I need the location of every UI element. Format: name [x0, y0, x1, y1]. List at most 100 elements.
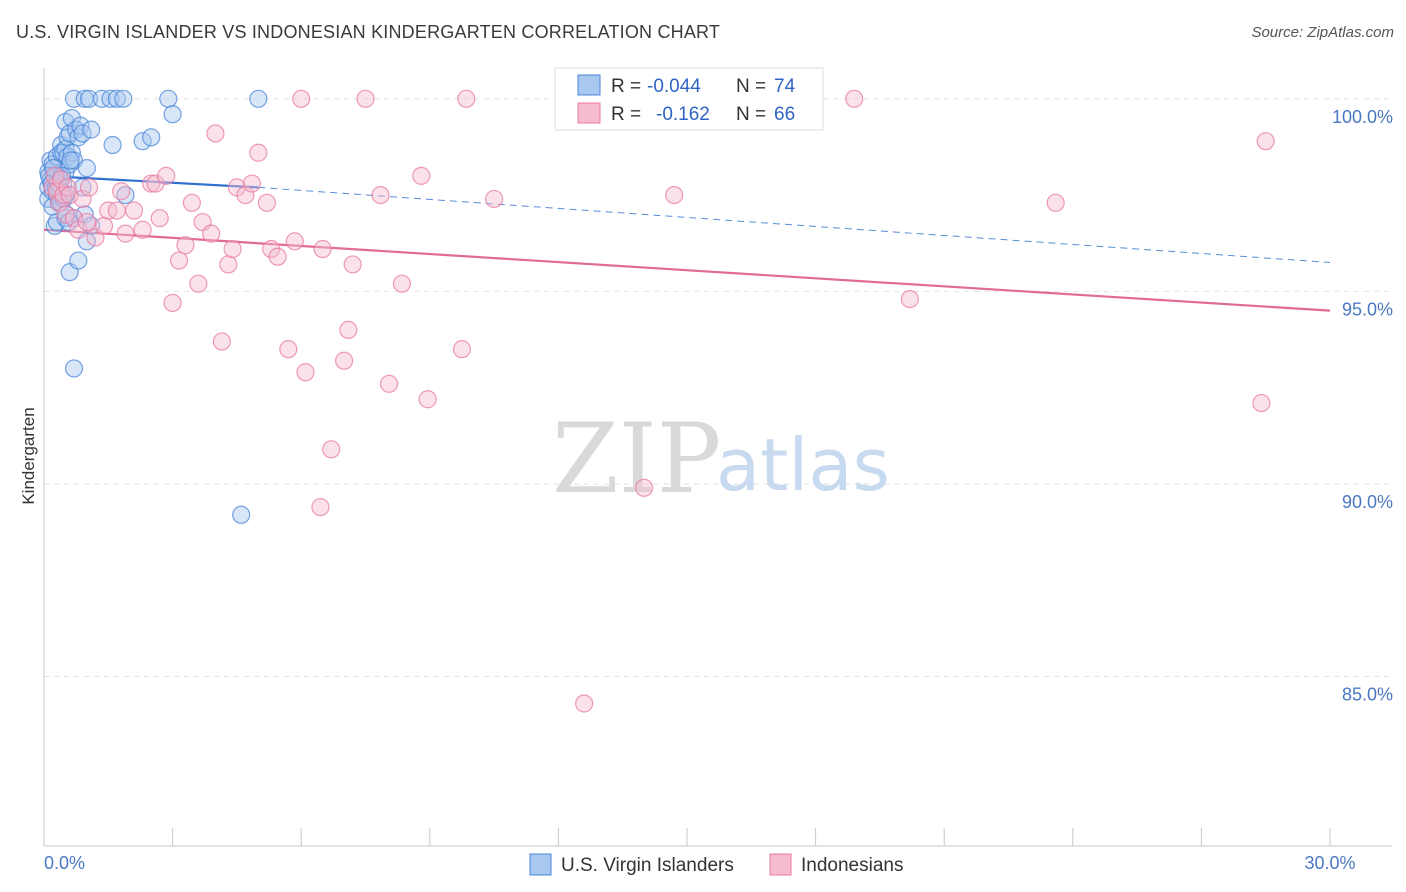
point-indonesian [169, 251, 189, 270]
point-virgin-islander [64, 89, 84, 108]
point-virgin-islander [82, 120, 101, 139]
watermark: ZIP atlas [552, 403, 890, 515]
point-indonesian [339, 320, 358, 340]
stats-r-label-blue: R = [611, 76, 641, 97]
point-virgin-islander [73, 124, 92, 143]
chart-title: U.S. VIRGIN ISLANDER VS INDONESIAN KINDE… [16, 22, 721, 42]
point-indonesian [206, 124, 225, 143]
point-indonesian [1046, 193, 1065, 212]
point-virgin-islander [232, 505, 251, 524]
point-indonesian [412, 166, 431, 185]
point-virgin-islander [159, 89, 178, 108]
point-virgin-islander [142, 128, 161, 147]
stats-n-label-pink: N = [736, 104, 766, 125]
point-indonesian [77, 212, 96, 232]
point-indonesian [356, 89, 375, 108]
point-indonesian [343, 255, 362, 274]
point-indonesian [845, 89, 864, 108]
point-indonesian [322, 440, 341, 459]
point-indonesian [665, 185, 684, 205]
stats-n-value-blue: 74 [774, 76, 796, 97]
point-indonesian [219, 255, 238, 274]
point-indonesian [116, 224, 135, 243]
point-indonesian [379, 374, 399, 393]
legend-swatch-pink[interactable] [769, 853, 792, 876]
point-indonesian [900, 289, 920, 309]
point-virgin-islander [107, 89, 126, 108]
stats-swatch-blue [577, 74, 601, 96]
point-indonesian [392, 274, 412, 293]
legend-swatch-blue[interactable] [529, 853, 552, 876]
trend-lines [43, 174, 1331, 312]
point-indonesian [313, 239, 332, 259]
y-axis-label: Kindergarten [19, 407, 38, 504]
point-indonesian [202, 224, 221, 243]
x-tick-label: 30.0% [1304, 853, 1355, 873]
chart-source: Source: ZipAtlas.com [1251, 24, 1394, 41]
point-indonesian [249, 143, 268, 162]
point-virgin-islander [114, 89, 133, 108]
point-indonesian [79, 178, 99, 197]
point-indonesian [56, 205, 75, 224]
watermark-atlas: atlas [716, 423, 890, 507]
point-indonesian [575, 694, 594, 713]
point-virgin-islander [103, 135, 122, 155]
stats-n-value-pink: 66 [774, 104, 795, 125]
point-indonesian [485, 189, 504, 209]
point-indonesian [296, 363, 315, 382]
point-indonesian [150, 209, 169, 228]
stats-r-value-blue: -0.044 [647, 76, 701, 97]
grid-layer [44, 98, 1392, 678]
data-points [39, 89, 1275, 713]
point-indonesian [1256, 132, 1275, 151]
point-indonesian [242, 174, 262, 193]
point-virgin-islander [69, 251, 88, 270]
tick-labels: 85.0% 90.0% 95.0% 100.0% 0.0% 30.0% [44, 107, 1393, 873]
point-indonesian [371, 185, 390, 205]
point-indonesian [112, 182, 131, 201]
point-indonesian [223, 239, 242, 259]
trend-line-blue [43, 174, 259, 189]
legend-label-blue[interactable]: U.S. Virgin Islanders [561, 855, 734, 876]
point-virgin-islander [133, 132, 152, 151]
trend-line-extension-blue [258, 186, 1331, 263]
point-indonesian [133, 220, 152, 239]
point-indonesian [157, 166, 176, 185]
y-tick-label: 100.0% [1332, 107, 1393, 127]
point-indonesian [418, 390, 437, 409]
point-indonesian [236, 185, 255, 205]
point-indonesian [107, 201, 126, 220]
point-virgin-islander [64, 359, 84, 378]
point-indonesian [189, 274, 208, 293]
y-tick-label: 95.0% [1342, 299, 1393, 319]
stats-n-label-blue: N = [736, 76, 766, 97]
point-virgin-islander [163, 105, 182, 124]
point-indonesian [124, 201, 144, 220]
point-indonesian [212, 332, 231, 351]
point-indonesian [142, 174, 161, 193]
legend: U.S. Virgin Islanders Indonesians [529, 853, 903, 876]
axis-layer [43, 68, 1392, 847]
point-indonesian [176, 236, 195, 255]
x-tick-label: 0.0% [44, 853, 85, 873]
point-virgin-islander [79, 89, 99, 108]
legend-label-pink[interactable]: Indonesians [801, 855, 903, 876]
trend-line-pink [43, 228, 1331, 312]
point-virgin-islander [101, 89, 120, 108]
point-indonesian [257, 193, 277, 212]
point-virgin-islander [77, 159, 96, 178]
point-indonesian [163, 293, 182, 313]
point-indonesian [452, 340, 472, 359]
point-indonesian [334, 351, 354, 370]
y-tick-label: 85.0% [1342, 685, 1393, 705]
y-tick-label: 90.0% [1342, 492, 1393, 512]
stats-r-value-pink: -0.162 [656, 104, 710, 125]
point-indonesian [268, 247, 287, 266]
point-indonesian [73, 189, 92, 209]
point-indonesian [1252, 393, 1271, 413]
point-indonesian [182, 193, 201, 212]
stats-swatch-pink [577, 102, 601, 124]
watermark-zip: ZIP [552, 403, 721, 515]
point-indonesian [292, 89, 311, 108]
